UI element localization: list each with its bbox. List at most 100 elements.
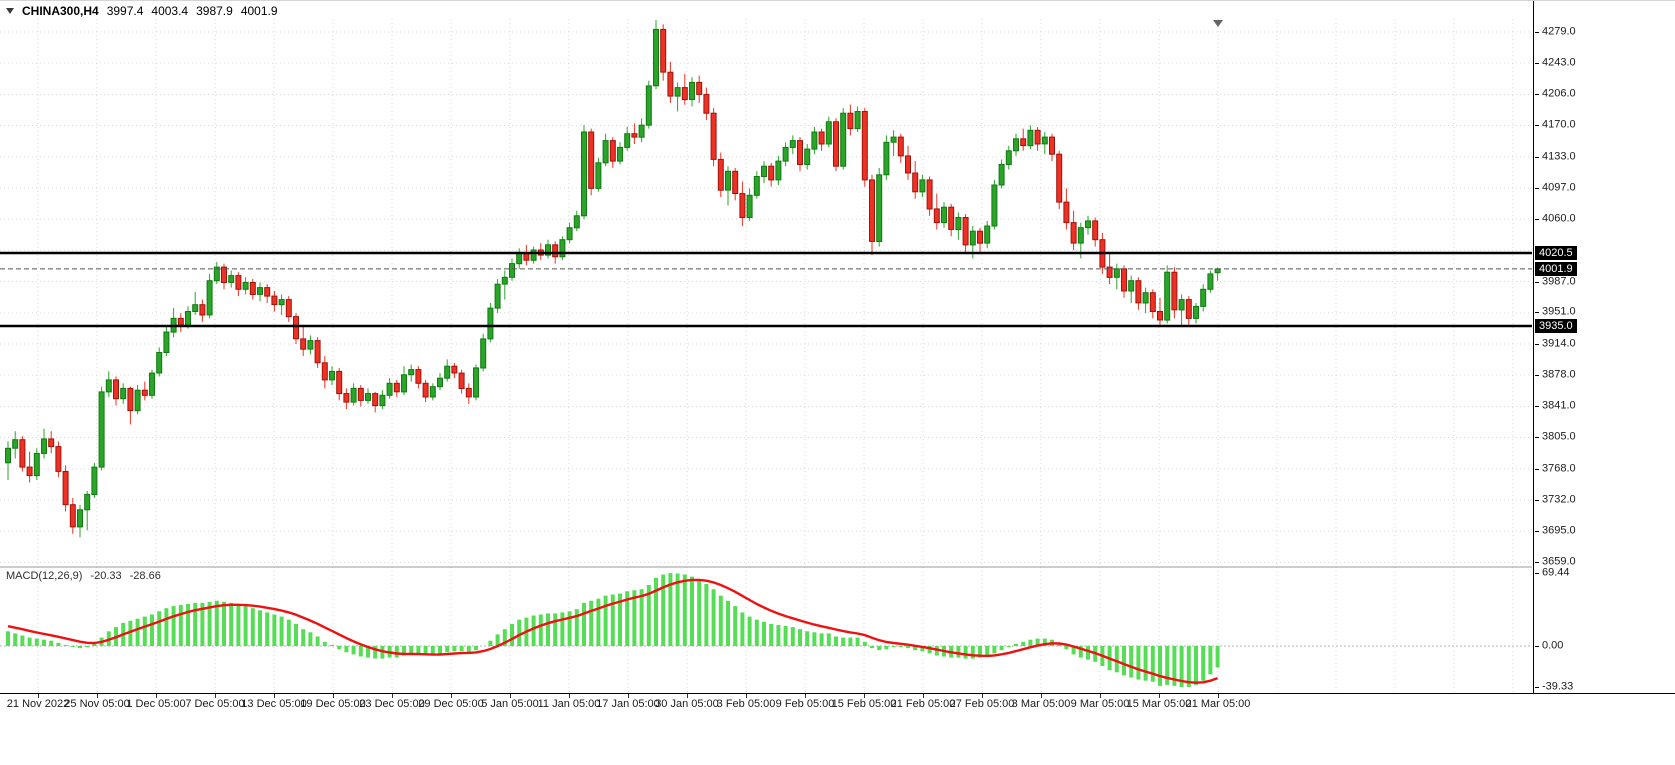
time-axis-tick [569, 694, 570, 698]
time-axis-label: 5 Jan 05:00 [481, 698, 539, 710]
price-level-badge: 4020.5 [1535, 246, 1577, 260]
price-axis-label: 4097.0 [1542, 180, 1576, 193]
time-axis-tick [215, 694, 216, 698]
time-axis-tick [746, 694, 747, 698]
time-axis-border [0, 693, 1675, 694]
time-axis-label: 17 Jan 05:00 [596, 698, 660, 710]
price-axis-label: 3805.0 [1542, 430, 1576, 443]
time-axis-label: 7 Dec 05:00 [185, 698, 245, 710]
time-axis-label: 23 Dec 05:00 [359, 698, 425, 710]
macd-axis-label: 0.00 [1542, 639, 1564, 652]
time-axis-tick [510, 694, 511, 698]
price-axis-tick [1535, 406, 1539, 408]
time-axis-tick [923, 694, 924, 698]
price-axis-tick [1535, 531, 1539, 533]
price-axis-tick [1535, 32, 1539, 33]
macd-signal-value: -28.66 [129, 570, 161, 582]
macd-axis-tick [1535, 646, 1539, 647]
price-axis-tick [1535, 125, 1539, 127]
time-axis-label: 27 Feb 05:00 [949, 698, 1015, 710]
time-axis-tick [274, 694, 275, 698]
price-axis-tick [1535, 187, 1539, 189]
price-axis-tick [1535, 312, 1539, 314]
time-axis-label: 3 Feb 05:00 [716, 698, 776, 710]
time-axis-label: 11 Jan 05:00 [537, 698, 601, 710]
time-axis-label: 21 Mar 05:00 [1185, 698, 1251, 710]
macd-axis-label: -39.33 [1542, 680, 1574, 693]
time-axis-label: 29 Dec 05:00 [418, 698, 484, 710]
time-axis-label: 25 Nov 05:00 [64, 698, 130, 710]
time-axis-tick [864, 694, 865, 698]
price-axis-label: 3951.0 [1542, 305, 1576, 318]
time-axis-tick [1218, 694, 1219, 698]
price-axis-tick [1535, 219, 1539, 221]
time-axis-tick [982, 694, 983, 698]
price-axis-label: 3987.0 [1542, 274, 1576, 287]
chart-shift-marker[interactable] [1213, 20, 1223, 27]
time-axis-tick [1100, 694, 1101, 698]
price-axis-tick [1535, 562, 1539, 563]
price-axis-label: 3841.0 [1542, 399, 1576, 412]
price-axis-tick [1535, 156, 1539, 158]
candlestick-series [5, 20, 1221, 538]
time-axis-tick [392, 694, 393, 698]
time-axis-tick [1159, 694, 1160, 698]
time-axis-label: 15 Mar 05:00 [1126, 698, 1192, 710]
price-axis-label: 4170.0 [1542, 118, 1576, 131]
time-axis-tick [805, 694, 806, 698]
price-level-badge: 4001.9 [1535, 261, 1577, 276]
grid [0, 19, 1532, 692]
one-click-trading-toggle-icon[interactable] [6, 8, 14, 14]
price-axis-border [1533, 1, 1534, 693]
price-scale[interactable]: 4279.0 4243.0 4206.0 4170.0 4133.0 4097.0 4060… [1535, 1, 1675, 693]
symbol-period-label: CHINA300,H4 [22, 4, 99, 18]
chart-title: CHINA300,H4 3997.4 4003.4 3987.9 4001.9 [6, 4, 278, 18]
macd-signal-line [7, 578, 1219, 684]
price-axis-label: 3768.0 [1542, 462, 1576, 475]
time-axis-tick [97, 694, 98, 698]
macd-axis-tick [1535, 687, 1539, 689]
time-axis-tick [38, 694, 39, 698]
time-axis-label: 30 Jan 05:00 [655, 698, 719, 710]
price-axis-label: 4060.0 [1542, 212, 1576, 225]
macd-name: MACD(12,26,9) [6, 570, 83, 582]
time-axis-tick [333, 694, 334, 698]
time-scale[interactable]: 21 Nov 2022 25 Nov 05:00 1 Dec 05:00 7 Dec … [0, 694, 1675, 718]
macd-histogram [6, 573, 1220, 687]
time-axis-label: 15 Feb 05:00 [831, 698, 897, 710]
price-axis-label: 3914.0 [1542, 337, 1576, 350]
ohlc-low: 3987.9 [196, 4, 233, 18]
price-axis-label: 3732.0 [1542, 492, 1576, 505]
macd-axis-tick [1535, 573, 1539, 574]
time-axis-tick [156, 694, 157, 698]
time-axis-label: 21 Feb 05:00 [890, 698, 956, 710]
time-axis-label: 1 Dec 05:00 [126, 698, 186, 710]
time-axis-label: 21 Nov 2022 [6, 698, 70, 710]
ohlc-close: 4001.9 [240, 4, 278, 18]
time-axis-label: 3 Mar 05:00 [1011, 698, 1071, 710]
price-axis-label: 4133.0 [1542, 150, 1576, 163]
price-axis-label: 3695.0 [1542, 524, 1576, 537]
price-axis-tick [1535, 374, 1539, 376]
time-axis-tick [628, 694, 629, 698]
macd-main-value: -20.33 [90, 570, 122, 582]
price-axis-tick [1535, 344, 1539, 345]
price-axis-tick [1535, 94, 1539, 96]
price-axis-label: 3659.0 [1542, 555, 1576, 568]
ohlc-open: 3997.4 [106, 4, 144, 18]
time-axis-tick [687, 694, 688, 698]
price-axis-label: 4243.0 [1542, 56, 1576, 69]
price-axis-label: 4279.0 [1542, 25, 1576, 38]
price-axis-tick [1535, 281, 1539, 283]
price-axis-tick [1535, 437, 1539, 439]
time-axis-tick [451, 694, 452, 698]
ohlc-high: 4003.4 [151, 4, 189, 18]
price-level-badge: 3935.0 [1535, 319, 1577, 333]
time-axis-label: 19 Dec 05:00 [300, 698, 366, 710]
price-axis-tick [1535, 62, 1539, 64]
time-axis-label: 9 Feb 05:00 [775, 698, 835, 710]
time-axis-tick [1041, 694, 1042, 698]
chart-plot-area[interactable] [0, 1, 1532, 693]
price-axis-label: 3878.0 [1542, 368, 1576, 381]
